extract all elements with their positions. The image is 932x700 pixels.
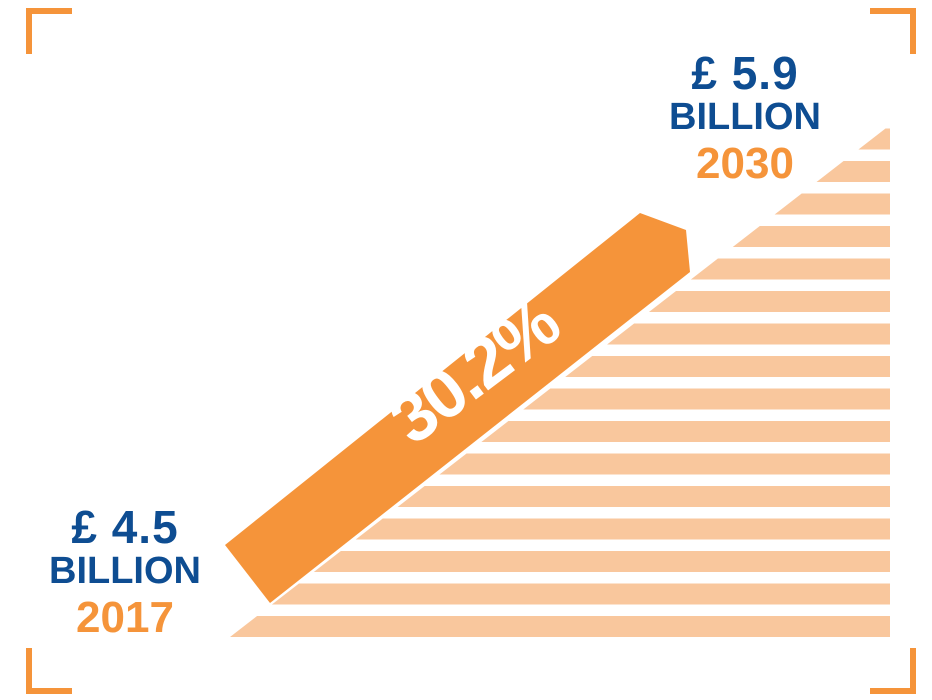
wedge-stripe: [271, 583, 890, 605]
wedge-stripe: [732, 226, 890, 247]
striped-wedge: [230, 128, 890, 637]
frame-corner-bottom-right: [870, 648, 916, 694]
end-amount: £ 5.9: [691, 47, 799, 99]
growth-arrow: [225, 213, 690, 603]
end-unit: BILLION: [669, 96, 821, 138]
start-unit: BILLION: [49, 550, 201, 592]
wedge-stripe: [397, 486, 890, 507]
frame-corner-bottom-left: [26, 648, 72, 694]
start-value-block: £ 4.5 BILLION 2017: [40, 504, 210, 640]
wedge-stripe: [565, 356, 890, 377]
wedge-stripe: [230, 616, 890, 637]
wedge-stripe: [355, 518, 890, 540]
frame-corner-top-right: [870, 8, 916, 54]
start-amount: £ 4.5: [71, 501, 179, 553]
end-year: 2030: [696, 139, 794, 188]
wedge-stripe: [858, 128, 890, 150]
wedge-stripe: [481, 421, 890, 442]
wedge-stripe: [816, 161, 890, 182]
wedge-stripe: [774, 193, 890, 215]
wedge-stripe: [523, 388, 890, 410]
wedge-stripe: [607, 323, 890, 345]
end-value-block: £ 5.9 BILLION 2030: [656, 50, 834, 186]
wedge-stripe: [648, 291, 890, 312]
wedge-stripe: [690, 258, 890, 280]
wedge-stripe: [439, 453, 890, 475]
start-year: 2017: [76, 593, 174, 642]
frame-corner-top-left: [26, 8, 72, 54]
wedge-stripe: [313, 551, 890, 572]
